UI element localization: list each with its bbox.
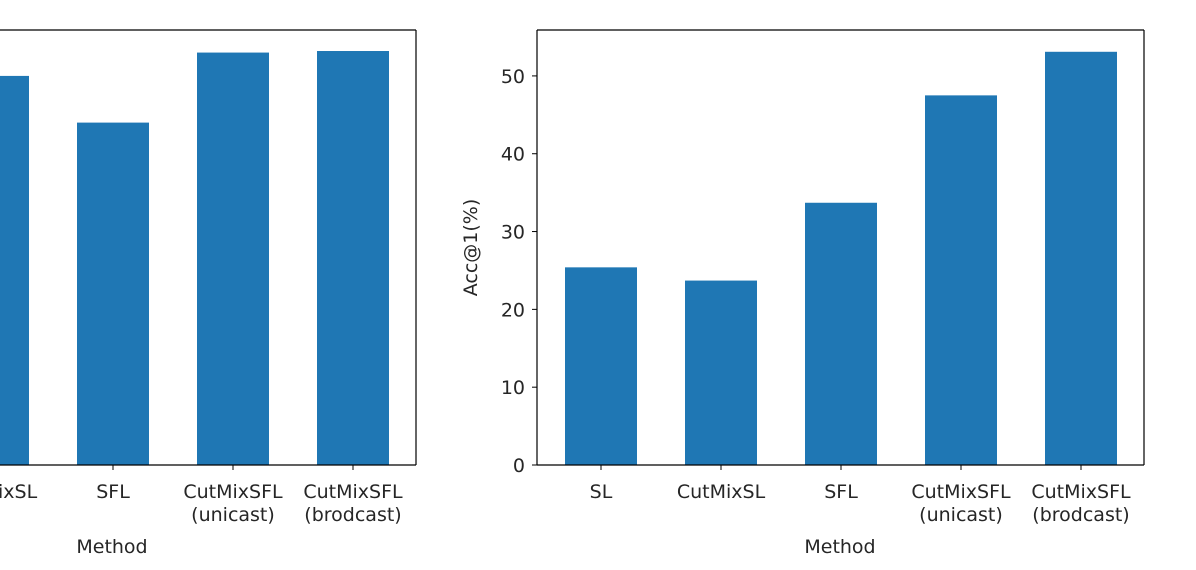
right-ytick-label-50: 50 [501, 66, 525, 88]
left-xlabel: Method [76, 536, 147, 558]
right-ytick-label-0: 0 [513, 455, 525, 477]
right-ytick-label-30: 30 [501, 222, 525, 244]
right-bar-2 [685, 280, 757, 465]
right-ytick-label-40: 40 [501, 144, 525, 166]
right-bar-4 [925, 95, 997, 465]
right-bar-1 [565, 267, 637, 465]
left-xtick-label-3: CutMixSFL (unicast) [183, 481, 283, 526]
right-xlabel: Method [804, 536, 875, 558]
left-bar-1 [0, 75, 29, 465]
left-bar-3 [197, 52, 269, 466]
right-ylabel: Acc@1(%) [460, 199, 482, 297]
right-xtick-label-5: CutMixSFL (brodcast) [1031, 481, 1131, 526]
right-xtick-label-3: SFL [824, 481, 858, 503]
left-xtick-label-4: CutMixSFL (brodcast) [303, 481, 403, 526]
left-xtick-label-1: CutMixSL [0, 481, 38, 503]
left-bar-4 [317, 51, 389, 465]
chart-left-panel: CutMixSL SFL CutMixSFL(unicast) CutMixSFL(b… [0, 29, 417, 558]
left-bar-2 [77, 122, 149, 466]
right-xtick-label-4: CutMixSFL (unicast) [911, 481, 1011, 526]
right-xtick-label-1: SL [590, 481, 613, 503]
right-bar-5 [1045, 51, 1117, 465]
right-bar-3 [805, 202, 877, 465]
right-ytick-label-20: 20 [501, 299, 525, 321]
right-xtick-label-2: CutMixSL [677, 481, 766, 503]
left-xtick-label-2: SFL [96, 481, 130, 503]
right-ytick-label-10: 10 [501, 377, 525, 399]
chart-right-panel: SL CutMixSL SFL CutMixSFL (unicast) CutMixSFL… [460, 29, 1145, 558]
